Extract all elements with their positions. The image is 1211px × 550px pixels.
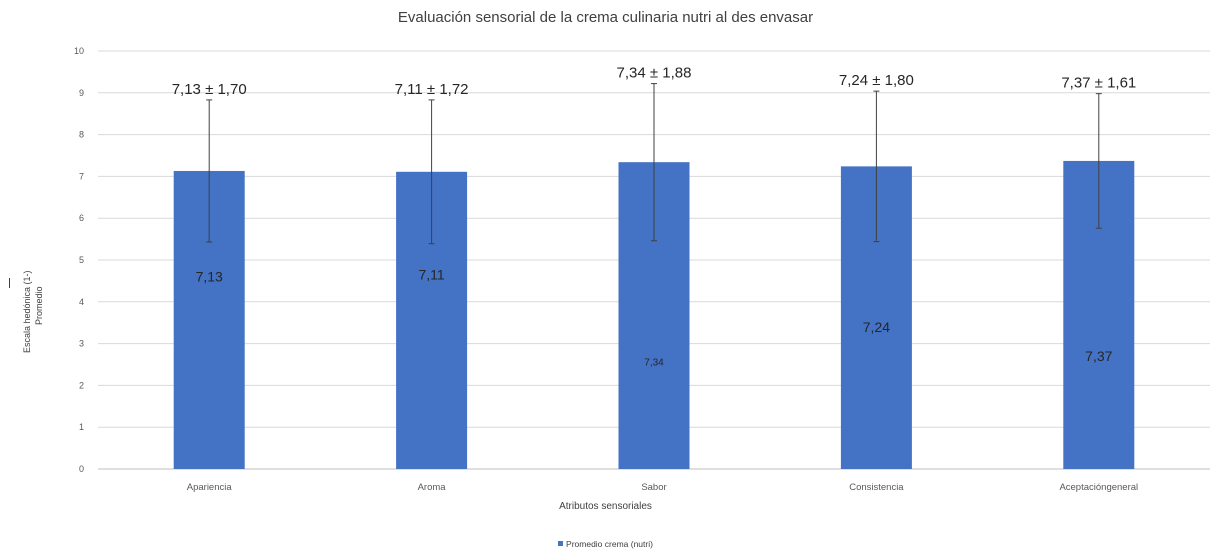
top-label: 7,13 ± 1,70 (172, 81, 247, 98)
x-axis-label: Atributos sensoriales (559, 501, 652, 512)
data-label: 7,24 (863, 319, 890, 335)
x-tick-label: Apariencia (187, 482, 233, 493)
y-tick-label: 2 (79, 380, 84, 390)
data-label: 7,13 (196, 269, 223, 285)
x-tick-label: Aceptacióngeneral (1059, 482, 1138, 493)
top-label: 7,11 ± 1,72 (395, 81, 469, 98)
legend: Promedio crema (nutri) (0, 538, 1211, 549)
y-tick-label: 3 (79, 339, 84, 349)
data-label: 7,11 (418, 267, 444, 283)
y-axis-label: Escala hedónica (1-) Promedio (8, 170, 48, 370)
data-label: 7,37 (1085, 348, 1112, 364)
y-tick-label: 6 (79, 213, 84, 223)
top-label: 7,34 ± 1,88 (617, 65, 692, 82)
chart-title: Evaluación sensorial de la crema culinar… (397, 9, 814, 26)
x-tick-label: Sabor (641, 482, 666, 493)
top-label: 7,24 ± 1,80 (839, 72, 914, 89)
legend-swatch (558, 541, 564, 547)
y-axis-label-mark (9, 278, 10, 288)
data-label: 7,34 (644, 357, 664, 368)
y-tick-label: 7 (79, 171, 84, 181)
x-tick-label: Aroma (418, 482, 447, 493)
x-tick-label: Consistencia (849, 482, 904, 493)
y-tick-label: 0 (79, 464, 84, 474)
y-tick-label: 1 (79, 422, 84, 432)
y-tick-label: 4 (79, 297, 84, 307)
top-label: 7,37 ± 1,61 (1061, 75, 1136, 92)
y-tick-label: 8 (79, 130, 84, 140)
y-tick-label: 10 (74, 46, 84, 56)
y-tick-label: 9 (79, 88, 84, 98)
legend-label: Promedio crema (nutri) (566, 538, 653, 549)
y-tick-label: 5 (79, 255, 84, 265)
